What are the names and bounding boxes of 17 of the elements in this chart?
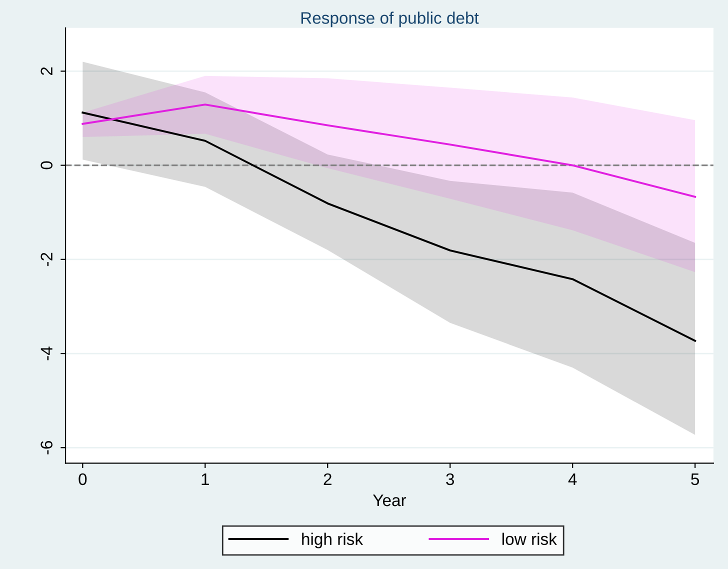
- y-tick-label: 2: [40, 67, 52, 75]
- line-series: [82, 104, 696, 198]
- y-tick-label: -6: [40, 440, 53, 454]
- legend-label: high risk: [302, 532, 364, 548]
- x-tick-label: 5: [691, 474, 700, 486]
- x-tick-label: 3: [446, 473, 454, 486]
- y-tick-label: -2: [40, 252, 52, 266]
- x-tick-label: 2: [324, 473, 332, 485]
- legend-label: low risk: [502, 532, 557, 546]
- x-axis-title: Year: [373, 494, 406, 506]
- x-tick-label: 1: [202, 474, 209, 485]
- x-tick-label: 4: [568, 474, 577, 485]
- y-tick-label: -4: [40, 346, 52, 360]
- line-series: [82, 112, 696, 342]
- x-tick-label: 0: [78, 473, 87, 486]
- chart-title: Response of public debt: [301, 12, 479, 28]
- y-tick-label: 0: [40, 161, 53, 170]
